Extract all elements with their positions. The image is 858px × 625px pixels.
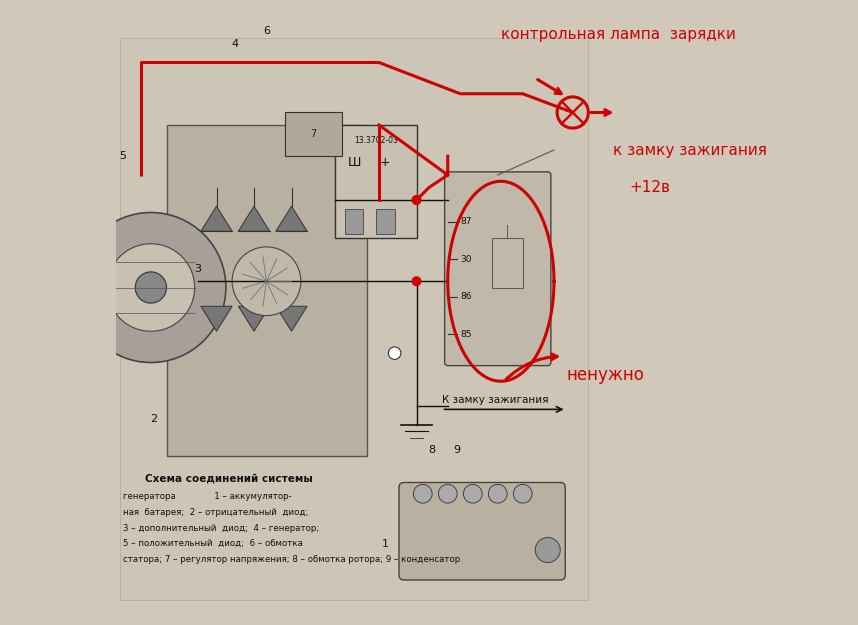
Text: 86: 86: [460, 292, 472, 301]
FancyBboxPatch shape: [399, 482, 565, 580]
Text: к замку зажигания: к замку зажигания: [613, 142, 767, 158]
Text: 1: 1: [382, 539, 389, 549]
Circle shape: [389, 347, 401, 359]
Text: +: +: [380, 156, 390, 169]
Bar: [345, 209, 364, 234]
Circle shape: [76, 213, 226, 362]
Text: генератора              1 – аккумулятор-: генератора 1 – аккумулятор-: [123, 492, 292, 501]
Text: 30: 30: [460, 255, 472, 264]
Text: 3: 3: [194, 264, 202, 274]
Text: 7: 7: [311, 129, 317, 139]
Bar: [119, 38, 589, 600]
Text: 6: 6: [263, 26, 270, 36]
Polygon shape: [239, 306, 269, 331]
Bar: [285, 112, 341, 156]
Text: К замку зажигания: К замку зажигания: [442, 395, 548, 405]
Text: 85: 85: [460, 330, 472, 339]
Text: 87: 87: [460, 217, 472, 226]
Polygon shape: [276, 206, 307, 231]
Text: Схема соединений системы: Схема соединений системы: [145, 473, 313, 483]
Circle shape: [488, 484, 507, 503]
Bar: [492, 238, 523, 288]
Text: 3 – дополнительный  диод;  4 – генератор;: 3 – дополнительный диод; 4 – генератор;: [123, 524, 319, 532]
Text: 4: 4: [232, 39, 239, 49]
Circle shape: [463, 484, 482, 503]
Bar: [166, 125, 366, 456]
Circle shape: [412, 276, 421, 286]
Text: +12в: +12в: [629, 180, 670, 195]
Circle shape: [438, 484, 457, 503]
Text: 5: 5: [119, 151, 126, 161]
Polygon shape: [276, 306, 307, 331]
Text: Ш: Ш: [347, 156, 360, 169]
Circle shape: [535, 538, 560, 562]
Circle shape: [233, 247, 301, 316]
Text: ненужно: ненужно: [566, 366, 644, 384]
Text: 5 – положительный  диод;  6 – обмотка: 5 – положительный диод; 6 – обмотка: [123, 539, 303, 548]
Polygon shape: [201, 206, 233, 231]
FancyBboxPatch shape: [444, 172, 551, 366]
Text: 2: 2: [150, 414, 158, 424]
Bar: [376, 209, 395, 234]
Polygon shape: [239, 206, 269, 231]
Circle shape: [136, 272, 166, 303]
Text: 13.3702-03: 13.3702-03: [354, 136, 398, 145]
Text: статора; 7 – регулятор напряжения; 8 – обмотка ротора; 9 – конденсатор: статора; 7 – регулятор напряжения; 8 – о…: [123, 555, 460, 564]
Text: ная  батарея;  2 – отрицательный  диод;: ная батарея; 2 – отрицательный диод;: [123, 508, 308, 517]
Text: 9: 9: [454, 445, 461, 455]
Text: контрольная лампа  зарядки: контрольная лампа зарядки: [501, 27, 736, 42]
Bar: [335, 125, 416, 238]
Circle shape: [513, 484, 532, 503]
Polygon shape: [201, 306, 233, 331]
Circle shape: [412, 196, 421, 204]
Text: 8: 8: [428, 445, 436, 455]
Circle shape: [107, 244, 195, 331]
Circle shape: [414, 484, 432, 503]
